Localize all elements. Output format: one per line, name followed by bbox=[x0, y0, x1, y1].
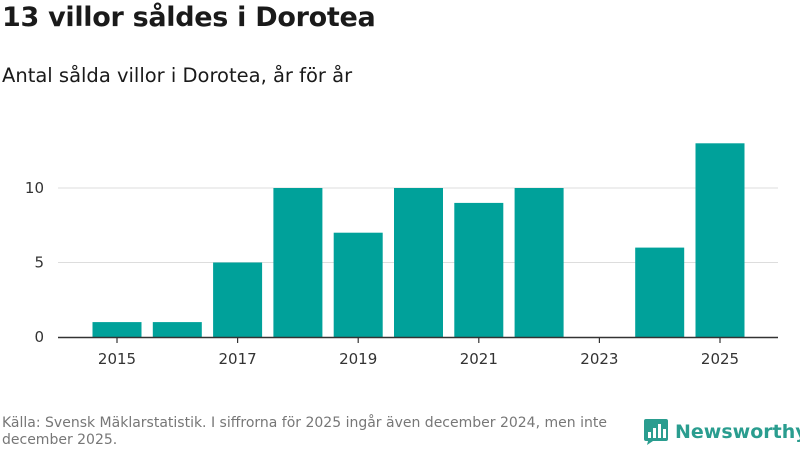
bar-2021 bbox=[454, 202, 504, 337]
newsworthy-logo: Newsworthy bbox=[643, 418, 800, 446]
bar-2022 bbox=[514, 188, 564, 337]
x-tick-label: 2023 bbox=[580, 350, 618, 368]
bar-2020 bbox=[394, 188, 443, 337]
y-tick-label: 0 bbox=[34, 328, 44, 346]
x-tick-label: 2017 bbox=[219, 350, 257, 368]
x-tick-label: 2019 bbox=[339, 350, 377, 368]
x-tick-label: 2015 bbox=[98, 350, 136, 368]
bar-2019 bbox=[333, 232, 383, 337]
y-tick-label: 5 bbox=[34, 254, 44, 272]
chart-subtitle: Antal sålda villor i Dorotea, år för år bbox=[2, 64, 353, 87]
bar-2018 bbox=[273, 188, 323, 337]
bar-2024 bbox=[635, 247, 685, 337]
newsworthy-logo-icon bbox=[644, 419, 668, 445]
bar-2025 bbox=[695, 143, 745, 337]
bar-chart: 0 5 10 2015 2017 2019 2021 2023 2025 bbox=[25, 143, 778, 368]
x-tick-label: 2021 bbox=[460, 350, 498, 368]
bar-2017 bbox=[213, 262, 263, 337]
source-note: Källa: Svensk Mäklarstatistik. I siffror… bbox=[2, 415, 607, 448]
x-tick-label: 2025 bbox=[701, 350, 739, 368]
newsworthy-logo-text: Newsworthy bbox=[675, 421, 800, 443]
bar-2016 bbox=[152, 322, 202, 337]
chart-title: 13 villor såldes i Dorotea bbox=[2, 2, 376, 33]
bar-2015 bbox=[92, 322, 142, 337]
y-tick-label: 10 bbox=[25, 179, 44, 197]
